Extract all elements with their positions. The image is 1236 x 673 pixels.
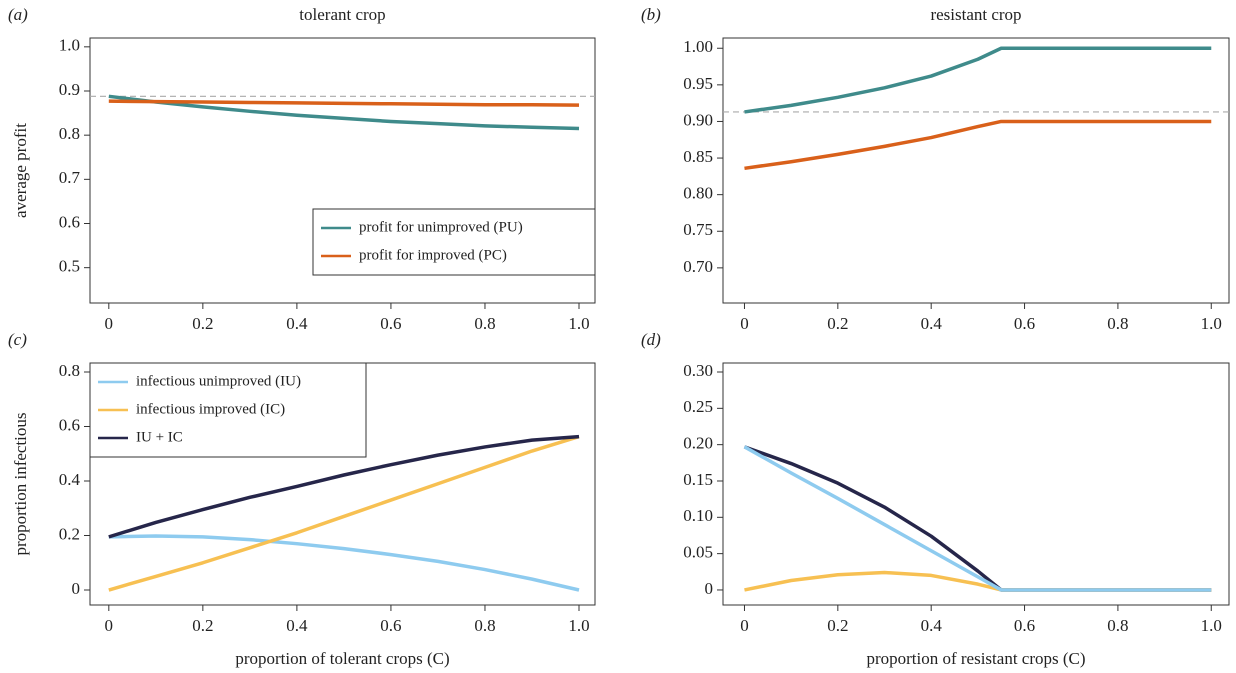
panel-label: (a) <box>8 5 28 24</box>
x-tick-label: 1.0 <box>568 616 589 635</box>
x-tick-label: 1.0 <box>1201 314 1222 333</box>
y-tick-label: 0.85 <box>683 147 713 166</box>
y-axis-label: average profit <box>11 123 30 218</box>
legend-box <box>312 208 596 276</box>
panel-label: (d) <box>641 330 661 349</box>
legend-label: profit for unimproved (PU) <box>359 219 523 235</box>
y-tick-label: 0.7 <box>59 168 81 187</box>
legend-label: profit for improved (PC) <box>359 247 507 263</box>
panel: (d) proportion of resistant crops (C) 0 0.0… <box>641 330 1230 668</box>
y-tick-label: 0.6 <box>59 212 80 231</box>
x-tick-label: 0.8 <box>474 314 495 333</box>
panel: (a) tolerant crop average profit 0.5 0.6 0.7 0… <box>8 5 596 333</box>
y-tick-label: 0.05 <box>683 543 713 562</box>
series-line <box>108 434 580 592</box>
x-tick-label: 0.6 <box>380 314 401 333</box>
y-tick-label: 1.0 <box>59 36 80 55</box>
y-tick-label: 0.25 <box>683 397 713 416</box>
y-tick-label: 0.8 <box>59 124 80 143</box>
x-tick-label: 0.2 <box>192 314 213 333</box>
y-tick-label: 0.6 <box>59 415 80 434</box>
panel: (c) proportion of tolerant crops (C) propo… <box>8 330 596 668</box>
legend: profit for unimproved (PU) profit for imp… <box>312 208 596 276</box>
series-line <box>108 434 580 539</box>
y-tick-label: 0.8 <box>59 361 80 380</box>
y-tick-label: 0 <box>72 579 81 598</box>
x-tick-label: 0 <box>105 314 114 333</box>
x-tick-label: 1.0 <box>568 314 589 333</box>
y-tick-label: 0.30 <box>683 361 713 380</box>
y-tick-label: 0.95 <box>683 74 713 93</box>
x-tick-label: 0.8 <box>1107 616 1128 635</box>
y-tick-label: 1.00 <box>683 37 713 56</box>
y-tick-label: 0.75 <box>683 220 713 239</box>
x-tick-label: 0 <box>740 314 749 333</box>
legend-label: infectious unimproved (IU) <box>136 373 301 389</box>
y-tick-label: 0 <box>705 579 714 598</box>
x-tick-label: 0.2 <box>192 616 213 635</box>
series-line <box>743 445 1212 592</box>
y-tick-label: 0.80 <box>683 184 713 203</box>
y-tick-label: 0.9 <box>59 80 80 99</box>
y-tick-label: 0.15 <box>683 470 713 489</box>
panel-title: tolerant crop <box>299 5 385 24</box>
x-tick-label: 0.2 <box>827 616 848 635</box>
legend: infectious unimproved (IU) infectious imp… <box>89 362 367 458</box>
legend-label: IU + IC <box>136 429 183 445</box>
legend-box <box>89 362 367 458</box>
x-tick-label: 0.6 <box>1014 616 1035 635</box>
y-tick-label: 0.90 <box>683 110 713 129</box>
series-line <box>108 534 580 592</box>
x-tick-label: 1.0 <box>1201 616 1222 635</box>
series-line <box>744 46 1212 114</box>
legend-label: infectious improved (IC) <box>136 401 285 417</box>
series-line <box>108 99 580 107</box>
plot-frame <box>722 37 1230 304</box>
x-tick-label: 0.4 <box>921 314 943 333</box>
x-tick-label: 0.8 <box>474 616 495 635</box>
panel-label: (c) <box>8 330 27 349</box>
x-tick-label: 0 <box>740 616 749 635</box>
x-tick-label: 0.8 <box>1107 314 1128 333</box>
y-tick-label: 0.4 <box>59 470 81 489</box>
series-line <box>108 94 580 131</box>
y-tick-label: 0.10 <box>683 506 713 525</box>
series-line <box>744 119 1212 171</box>
series-line <box>743 445 1212 592</box>
x-axis-label: proportion of resistant crops (C) <box>866 649 1085 668</box>
panel-label: (b) <box>641 5 661 24</box>
y-tick-label: 0.5 <box>59 257 80 276</box>
y-tick-label: 0.2 <box>59 524 80 543</box>
plot-frame <box>89 37 596 304</box>
panel-title: resistant crop <box>930 5 1021 24</box>
x-tick-label: 0 <box>105 616 114 635</box>
x-tick-label: 0.4 <box>921 616 943 635</box>
y-axis-label: proportion infectious <box>11 412 30 555</box>
panel: (b) resistant crop0.700.750.800.850.900.9… <box>641 5 1230 333</box>
y-tick-label: 0.20 <box>683 434 713 453</box>
x-tick-label: 0.6 <box>1014 314 1035 333</box>
x-tick-label: 0.4 <box>286 314 308 333</box>
plot-frame <box>722 362 1230 606</box>
y-tick-label: 0.70 <box>683 257 713 276</box>
x-tick-label: 0.6 <box>380 616 401 635</box>
x-tick-label: 0.4 <box>286 616 308 635</box>
x-axis-label: proportion of tolerant crops (C) <box>235 649 449 668</box>
x-tick-label: 0.2 <box>827 314 848 333</box>
